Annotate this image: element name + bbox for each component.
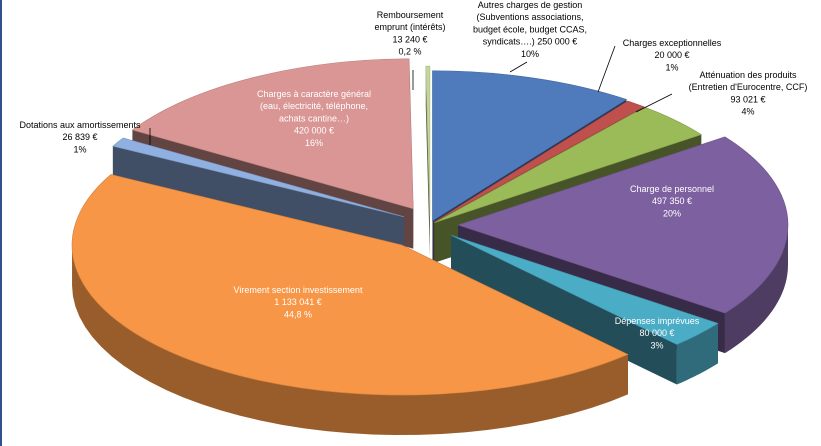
slice-label: Dotations aux amortissements 26 839 € 1% (19, 120, 141, 154)
pie-slice (450, 234, 719, 345)
pie-slice (432, 70, 628, 222)
slice-label: Autres charges de gestion (Subventions as… (473, 0, 587, 59)
slice-label-line: 80 000 € (639, 328, 674, 338)
slice-label-line: Charges à caractère général (257, 89, 371, 99)
pie-labels: Autres charges de gestion (Subventions as… (19, 0, 807, 350)
slice-label-line: (Entretien d'Eurocentre, CCF) (689, 82, 808, 92)
slice-label-line: Dotations aux amortissements (19, 120, 141, 130)
slice-label-line: Remboursement (377, 10, 444, 20)
leader-line (635, 93, 673, 113)
slice-label: Dépenses imprévues 80 000 € 3% (615, 316, 700, 350)
slice-label-line: (Subventions associations, (476, 12, 583, 22)
slice-label-line: 10% (521, 49, 539, 59)
slice-label-line: 3% (650, 340, 663, 350)
slice-label-line: 420 000 € (294, 126, 334, 136)
frame-edge (0, 0, 2, 446)
pie-slice (457, 136, 789, 314)
slice-label-line: 0,2 % (398, 47, 421, 57)
slice-label-line: 4% (741, 107, 754, 117)
leader-line (597, 45, 616, 93)
slice-label-line: 20% (663, 208, 681, 218)
slice-label-line: 44,8 % (284, 309, 312, 319)
slice-label-line: Autres charges de gestion (478, 0, 583, 10)
slice-wall (451, 235, 677, 385)
leader-line (509, 61, 528, 73)
pie-slice (71, 174, 629, 396)
pie-slice (112, 137, 405, 218)
slice-label-line: emprunt (intérêts) (374, 22, 445, 32)
slice-label-line: 1% (665, 62, 678, 72)
slice-label-line: 20 000 € (654, 50, 689, 60)
slice-side (676, 323, 718, 385)
slice-label-line: (eau, électricité, téléphone, (260, 101, 368, 111)
slice-label: Charges exceptionnelles 20 000 € 1% (623, 38, 722, 72)
slice-label: Remboursement emprunt (intérêts) 13 240 € 0… (374, 10, 445, 57)
slice-label-line: 93 021 € (730, 94, 765, 104)
pie-slice (425, 65, 431, 217)
slice-label-line: Charges exceptionnelles (623, 38, 722, 48)
slice-label: Virement section investissement 1 133 041… (234, 285, 363, 319)
slice-label-line: Virement section investissement (234, 285, 363, 295)
slice-label-line: syndicats….) 250 000 € (483, 37, 578, 47)
slice-side (72, 245, 628, 436)
pie-slice (433, 100, 645, 223)
slice-label-line: budget école, budget CCAS, (473, 24, 587, 34)
pie-tops (71, 58, 789, 396)
slice-label: Charge de personnel 497 350 € 20% (630, 184, 714, 218)
slice-label-line: 16% (305, 138, 323, 148)
slice-label-line: 13 240 € (392, 34, 427, 44)
slice-label-line: 26 839 € (62, 132, 97, 142)
slice-wall (123, 138, 404, 257)
pie-slice (131, 58, 414, 210)
slice-label-line: Atténuation des produits (699, 70, 797, 80)
slice-label-line: 497 350 € (652, 196, 692, 206)
slice-label-line: Dépenses imprévues (615, 316, 700, 326)
slice-label: Atténuation des produits (Entretien d'Eur… (689, 70, 808, 117)
slice-label-line: 1 133 041 € (274, 297, 322, 307)
slice-label-line: Charge de personnel (630, 184, 714, 194)
slice-label: Charges à caractère général (eau, électri… (257, 89, 371, 148)
slice-label-line: achats cantine…) (279, 113, 349, 123)
slice-label-line: 1% (73, 144, 86, 154)
